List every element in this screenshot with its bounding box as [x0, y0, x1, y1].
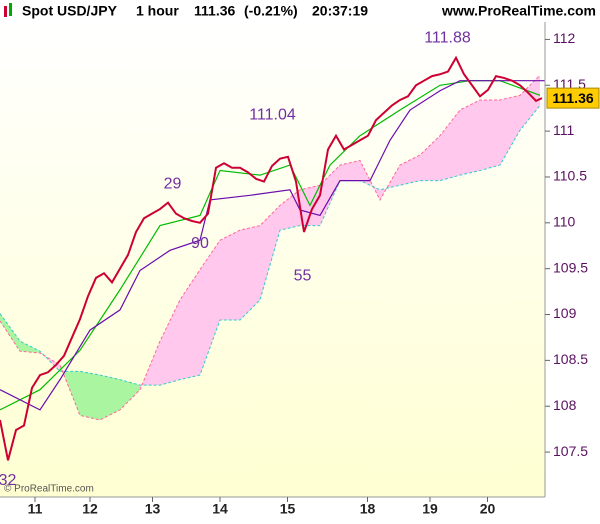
- cloud-segment: [260, 205, 280, 300]
- x-tick-label: 13: [145, 501, 161, 517]
- y-tick-label: 109: [553, 305, 577, 321]
- cloud-segment: [20, 341, 40, 354]
- watermark: © ProRealTime.com: [4, 484, 94, 495]
- annotation: 111.04: [249, 107, 296, 124]
- instrument: Spot USD/JPY: [22, 3, 118, 19]
- span-a: [0, 105, 541, 386]
- time: 20:37:19: [312, 3, 368, 19]
- annotation: 111.88: [424, 30, 471, 47]
- timeframe: 1 hour: [136, 3, 179, 19]
- indicator-line: [0, 80, 545, 411]
- span-b: [0, 74, 541, 421]
- cloud-segment: [420, 135, 440, 181]
- cloud-segment: [120, 379, 140, 410]
- x-tick-label: 19: [422, 501, 438, 517]
- cloud-segment: [200, 240, 220, 376]
- cloud-segment: [440, 110, 460, 181]
- y-tick-label: 110.5: [553, 168, 587, 184]
- cloud-segment: [180, 269, 200, 380]
- change: (-0.21%): [244, 3, 298, 19]
- x-tick-label: 11: [28, 501, 43, 517]
- cloud-segment: [340, 160, 360, 181]
- x-tick-label: 12: [82, 501, 98, 517]
- cloud-segment: [520, 75, 540, 131]
- cloud-segment: [240, 225, 260, 321]
- cloud-segment: [480, 99, 500, 171]
- cloud-segment: [460, 99, 480, 176]
- y-tick-label: 109.5: [553, 259, 588, 275]
- cloud-segment: [100, 375, 120, 420]
- price-line: [0, 55, 543, 461]
- cloud-segment: [160, 299, 180, 386]
- cloud-segment: [0, 313, 20, 352]
- annotation: 29: [164, 175, 182, 192]
- y-tick-label: 108: [553, 397, 577, 413]
- cloud-segment: [320, 165, 340, 226]
- y-tick-label: 107.5: [553, 443, 588, 459]
- x-tick-label: 20: [480, 501, 496, 517]
- y-tick-label: 108.5: [553, 351, 588, 367]
- x-tick-label: 15: [280, 501, 296, 517]
- plot-background: [0, 22, 545, 497]
- x-tick-label: 18: [360, 501, 376, 517]
- annotation: 55: [294, 267, 312, 284]
- x-tick-label: 14: [212, 501, 228, 517]
- last-price-label: 111.36: [552, 90, 593, 106]
- plot-area: [0, 55, 545, 461]
- y-tick-label: 111: [553, 122, 574, 138]
- site: www.ProRealTime.com: [441, 3, 596, 19]
- y-tick-label: 110: [553, 214, 576, 230]
- cloud-segment: [220, 230, 240, 321]
- cloud-segment: [80, 371, 100, 420]
- logo-icon: [4, 3, 12, 17]
- y-tick-label: 112: [553, 30, 576, 46]
- annotation: 32: [0, 472, 17, 489]
- last-price: 111.36: [194, 3, 235, 19]
- cloud-segment: [500, 95, 520, 166]
- last-price-box: [546, 87, 600, 109]
- annotation: 90: [191, 235, 209, 252]
